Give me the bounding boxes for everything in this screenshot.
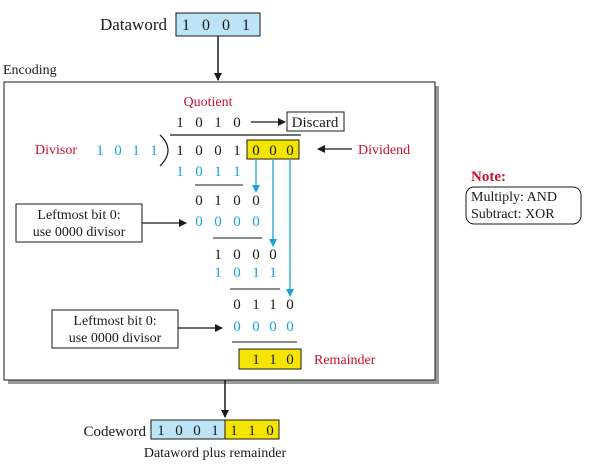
remainder-box — [238, 348, 302, 370]
codeword-data-bit: 0 — [193, 423, 201, 439]
dataword-bit: 1 — [182, 17, 190, 34]
remainder-bit: 1 — [252, 352, 260, 368]
dividend-zero-bit: 0 — [252, 143, 260, 159]
divisor-bit: 1 — [150, 143, 158, 159]
callout-2-box — [51, 309, 179, 349]
discard-box — [286, 111, 345, 132]
remainder-bit: 1 — [269, 352, 277, 368]
step3-result-bit: 0 — [286, 297, 294, 313]
remainder-bit: 0 — [286, 352, 294, 368]
codeword-remainder-bit: 0 — [266, 423, 274, 439]
dataword-label: Dataword — [100, 15, 168, 34]
step2-result-bit: 1 — [214, 247, 222, 263]
step2-subtrahend-bit: 0 — [214, 214, 222, 230]
note-box — [465, 186, 582, 225]
step1-subtrahend-bit: 0 — [195, 164, 203, 180]
step2-subtrahend-bit: 0 — [195, 214, 203, 230]
dividend-zero-box — [246, 139, 300, 160]
step2-subtrahend-bit: 0 — [252, 214, 260, 230]
divisor-label: Divisor — [35, 143, 77, 158]
step2-result-bit: 0 — [269, 247, 277, 263]
dividend-label: Dividend — [358, 143, 410, 158]
note-title: Note: — [471, 169, 506, 185]
callout-1-line: Leftmost bit 0: — [37, 208, 120, 223]
step3-subtrahend-bit: 1 — [252, 265, 260, 281]
step1-result-bit: 0 — [195, 193, 203, 209]
encoding-label: Encoding — [3, 63, 57, 78]
step1-subtrahend-bit: 1 — [176, 164, 184, 180]
codeword-remainder-box — [224, 419, 280, 440]
codeword-remainder-bit: 1 — [248, 423, 256, 439]
dataword-bit: 0 — [222, 17, 230, 34]
divisor-bit: 1 — [132, 143, 140, 159]
note-line: Multiply: AND — [471, 190, 557, 205]
codeword-remainder-bit: 1 — [230, 423, 238, 439]
dividend-bit: 1 — [176, 143, 184, 159]
division-bracket — [159, 134, 169, 167]
dividend-bit: 0 — [195, 143, 203, 159]
dataword-bit: 1 — [242, 17, 250, 34]
callout-1-line: use 0000 divisor — [33, 225, 126, 240]
step3-subtrahend-bit: 1 — [269, 265, 277, 281]
dataword-bit: 0 — [202, 17, 210, 34]
step1-subtrahend-bit: 1 — [214, 164, 222, 180]
step3-result-bit: 0 — [233, 297, 241, 313]
callout-2-line: use 0000 divisor — [69, 331, 162, 346]
discard-label: Discard — [292, 115, 339, 131]
remainder-label: Remainder — [314, 353, 376, 368]
step3-result-bit: 1 — [269, 297, 277, 313]
step2-subtrahend-bit: 0 — [233, 214, 241, 230]
step3-subtrahend-bit: 1 — [214, 265, 222, 281]
divisor-bit: 0 — [114, 143, 122, 159]
step4-subtrahend-bit: 0 — [269, 319, 277, 335]
step1-result-bit: 0 — [233, 193, 241, 209]
dividend-zero-bit: 0 — [269, 143, 277, 159]
step2-result-bit: 0 — [233, 247, 241, 263]
codeword-caption: Dataword plus remainder — [144, 446, 287, 461]
quotient-label: Quotient — [184, 95, 233, 110]
quotient-bit: 1 — [214, 115, 222, 131]
quotient-bit: 0 — [195, 115, 203, 131]
step1-result-bit: 1 — [214, 193, 222, 209]
dividend-zero-bit: 0 — [286, 143, 294, 159]
step3-result-bit: 1 — [252, 297, 260, 313]
step4-subtrahend-bit: 0 — [252, 319, 260, 335]
step4-subtrahend-bit: 0 — [286, 319, 294, 335]
codeword-data-bit: 0 — [175, 423, 183, 439]
dividend-bit: 1 — [233, 143, 241, 159]
codeword-label: Codeword — [84, 424, 147, 440]
codeword-data-bit: 1 — [211, 423, 219, 439]
quotient-bit: 1 — [176, 115, 184, 131]
callout-2-line: Leftmost bit 0: — [73, 314, 156, 329]
note-line: Subtract: XOR — [471, 207, 555, 222]
dividend-bit: 0 — [214, 143, 222, 159]
codeword-data-bit: 1 — [157, 423, 165, 439]
divisor-bit: 1 — [96, 143, 104, 159]
step3-subtrahend-bit: 0 — [233, 265, 241, 281]
step4-subtrahend-bit: 0 — [233, 319, 241, 335]
step1-subtrahend-bit: 1 — [233, 164, 241, 180]
step2-result-bit: 0 — [252, 247, 260, 263]
quotient-bit: 0 — [233, 115, 241, 131]
step1-result-bit: 0 — [252, 193, 260, 209]
